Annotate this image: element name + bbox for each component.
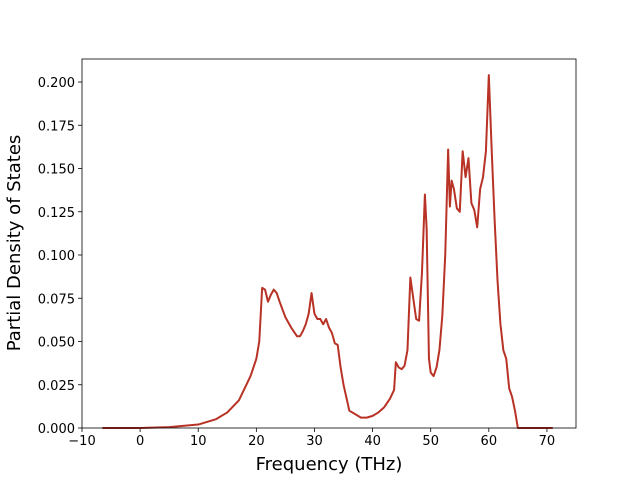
x-axis-label: Frequency (THz) [256, 454, 403, 475]
x-tick-label: 10 [190, 434, 207, 449]
y-tick-label: 0.125 [38, 206, 75, 221]
x-tick-label: 70 [539, 434, 556, 449]
y-tick-label: 0.175 [38, 119, 75, 134]
y-tick-label: 0.025 [38, 379, 75, 394]
data-line [102, 74, 553, 429]
x-tick-label: 20 [248, 434, 265, 449]
x-tick-label: 30 [306, 434, 323, 449]
y-tick-label: 0.200 [38, 76, 75, 91]
y-tick-label: 0.100 [38, 249, 75, 264]
plot-frame [81, 58, 577, 429]
x-tick-label: 60 [481, 434, 498, 449]
y-tick-label: 0.075 [38, 292, 75, 307]
x-tick-label: 40 [364, 434, 381, 449]
y-tick-label: 0.150 [38, 163, 75, 178]
x-tick-label: 0 [136, 434, 144, 449]
y-axis-label: Partial Density of States [4, 135, 25, 352]
x-tick-label: −10 [68, 434, 95, 449]
y-tick-label: 0.050 [38, 336, 75, 351]
y-tick-label: 0.000 [38, 422, 75, 437]
x-tick-label: 50 [422, 434, 439, 449]
